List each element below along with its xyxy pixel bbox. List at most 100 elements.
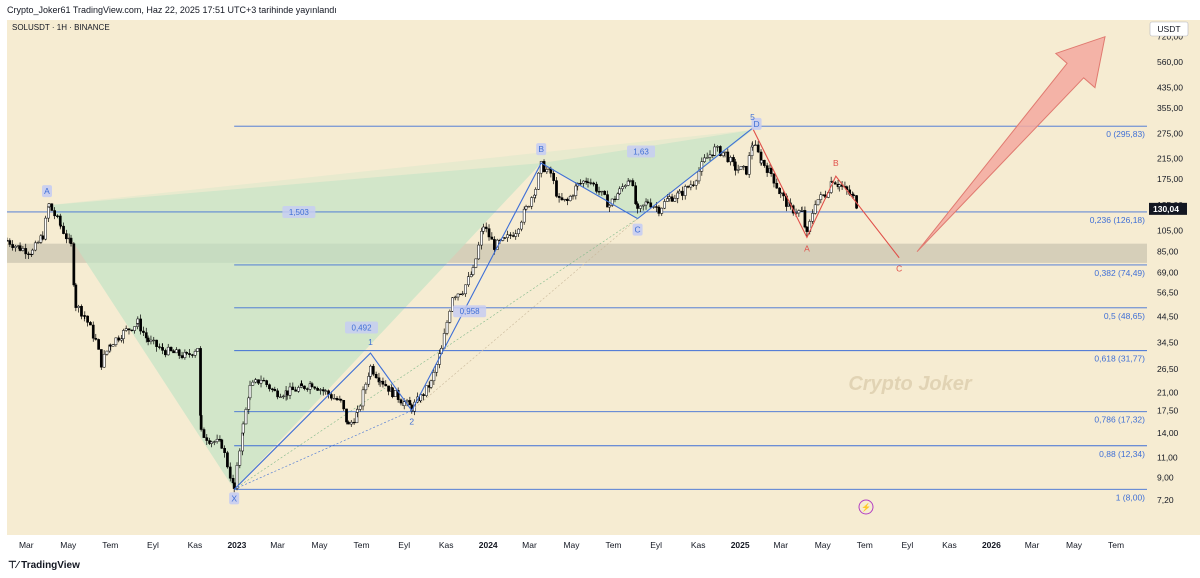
candle-body — [361, 389, 365, 407]
y-tick-label: 17,50 — [1157, 406, 1179, 416]
tradingview-logo[interactable]: ⊤⁄ TradingView — [8, 560, 80, 571]
y-tick-label: 215,00 — [1157, 153, 1183, 163]
candle-body — [697, 170, 701, 182]
candle-body — [655, 206, 658, 208]
abc-label: A — [804, 243, 810, 253]
candle-body — [422, 394, 425, 396]
candle-body — [105, 350, 109, 355]
candle-body — [762, 159, 766, 166]
candle-body — [196, 348, 200, 352]
candle-body — [613, 198, 617, 201]
candle-body — [44, 217, 47, 240]
candle-body — [517, 228, 520, 234]
candle-body — [487, 228, 491, 238]
candle-body — [231, 478, 235, 484]
candle-body — [321, 389, 325, 392]
x-tick-label: 2023 — [227, 540, 246, 550]
candle-body — [352, 421, 356, 424]
candle-body — [133, 326, 136, 331]
candle-body — [345, 408, 348, 423]
candle-body — [72, 243, 76, 286]
candle-body — [77, 305, 81, 308]
candle-body — [241, 432, 244, 452]
candle-body — [18, 245, 22, 251]
last-price-label: 130,04 — [1153, 204, 1179, 214]
candle-body — [226, 452, 229, 468]
candle-body — [533, 194, 536, 198]
candle-body — [432, 371, 436, 382]
candle-body — [527, 205, 531, 208]
candle-body — [555, 180, 558, 197]
harmonic-ratio-bg — [282, 206, 316, 219]
candle-body — [74, 284, 78, 308]
candle-body — [166, 346, 170, 356]
candle-body — [393, 390, 397, 397]
y-tick-label: 7,20 — [1157, 495, 1174, 505]
candle-body — [387, 385, 390, 392]
candle-body — [732, 157, 735, 163]
harmonic-band-abd — [48, 129, 753, 206]
time-axis[interactable] — [7, 515, 1147, 535]
candle-body — [193, 351, 197, 356]
candle-body — [62, 225, 65, 234]
candle-body — [247, 397, 251, 410]
candle-body — [319, 389, 322, 391]
x-tick-label: Eyl — [650, 540, 662, 550]
bolt-icon — [858, 499, 874, 515]
projection-arrow — [916, 35, 1106, 252]
candle-body — [816, 199, 820, 206]
bolt-icon-glyph: ⚡ — [861, 502, 871, 512]
candle-body — [563, 198, 567, 201]
harmonic-triangle-bcd — [541, 129, 753, 219]
axes-layer: 720,00 560,00 435,00 355,00 275,00 215,00 175,… — [19, 21, 1189, 550]
candle-body — [265, 380, 269, 385]
currency-box — [1149, 21, 1189, 37]
fib-level-label: 0,88 (12,34) — [1099, 449, 1145, 459]
wave-2c-dashed — [411, 218, 638, 411]
candle-body — [364, 383, 368, 391]
candle-body — [663, 201, 666, 209]
candle-body — [811, 213, 814, 222]
x-tick-label: Tem — [353, 540, 369, 550]
price-axis[interactable] — [1147, 20, 1200, 535]
candle-body — [769, 167, 773, 174]
candle-body — [158, 346, 161, 348]
y-tick-label: 720,00 — [1157, 32, 1183, 42]
candle-body — [667, 196, 671, 199]
candle-body — [183, 352, 187, 358]
candle-body — [324, 390, 328, 392]
x-tick-label: Kas — [942, 540, 957, 550]
candle-body — [199, 348, 202, 416]
candle-body — [721, 152, 725, 156]
candle-body — [303, 385, 306, 389]
candle-body — [628, 180, 632, 182]
candle-body — [480, 231, 483, 246]
candle-body — [8, 240, 12, 245]
harmonic-ratio-bg — [627, 145, 656, 158]
candle-body — [522, 208, 526, 223]
candle-body — [482, 226, 485, 232]
candle-body — [678, 190, 681, 194]
x-tick-label: Tem — [605, 540, 621, 550]
fib-level-label: 1 (8,00) — [1116, 492, 1145, 502]
candle-body — [451, 297, 454, 312]
y-tick-label: 560,00 — [1157, 57, 1183, 67]
wave-ratio-bg — [345, 321, 379, 334]
currency-label: USDT — [1157, 24, 1180, 34]
candle-body — [120, 338, 123, 341]
candle-body — [276, 390, 279, 398]
candle-body — [819, 194, 823, 200]
candle-body — [467, 276, 470, 286]
candle-body — [300, 383, 303, 387]
plot-layer: 0 (295,83) 0,236 (126,18) 0,382 (74,49) 0,5… — [7, 35, 1147, 515]
fib-level-label: 0 (295,83) — [1106, 129, 1145, 139]
candle-body — [726, 151, 730, 163]
candle-body — [215, 438, 219, 442]
x-tick-label: May — [60, 540, 77, 550]
candle-body — [751, 145, 754, 148]
harmonic-ratio: 1,63 — [633, 147, 649, 156]
candle-body — [190, 354, 194, 356]
candle-body — [14, 245, 17, 248]
wave-label-1: 1 — [368, 337, 373, 347]
